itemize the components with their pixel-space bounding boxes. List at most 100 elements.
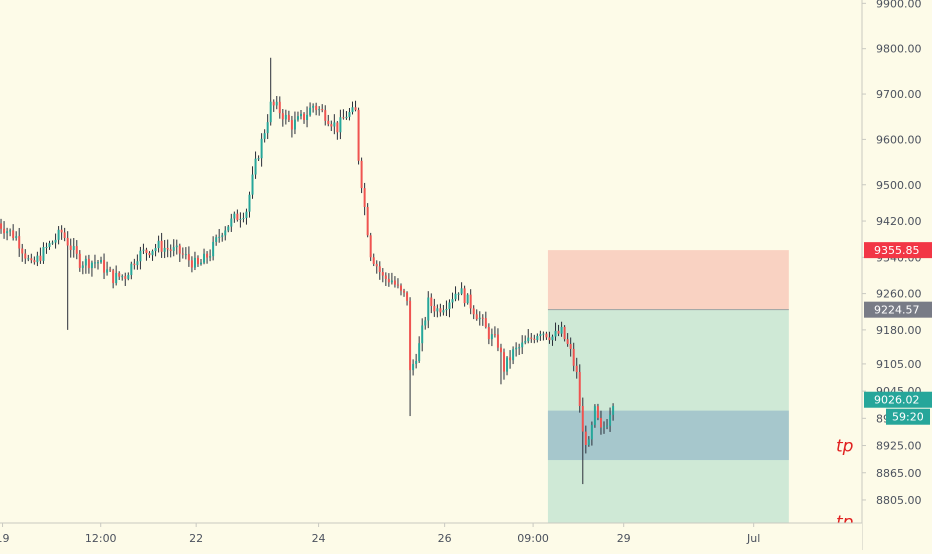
candle (151, 249, 154, 261)
candle (33, 256, 36, 265)
candle (424, 316, 427, 330)
candle (124, 272, 127, 286)
candle (90, 260, 93, 277)
candle (399, 283, 402, 296)
candle (606, 419, 609, 430)
candle (78, 250, 81, 272)
candle (590, 421, 593, 446)
candle (154, 243, 157, 257)
x-tick-label: 26 (438, 532, 452, 545)
candle (87, 254, 90, 274)
candle (51, 240, 54, 245)
price-labels: 9355.85 9224.57 9026.02 59:20 (864, 242, 932, 425)
candle (215, 234, 218, 246)
candle (157, 235, 160, 253)
candle (581, 397, 584, 485)
candle (212, 236, 215, 261)
candle (366, 203, 369, 238)
candle (318, 106, 321, 116)
candle (351, 101, 354, 115)
candle (375, 260, 378, 274)
time-axis[interactable]: 19 12:00 22 24 26 09:00 29 Jul (0, 522, 862, 550)
candle (503, 348, 506, 380)
candle (293, 111, 296, 135)
candle (354, 100, 357, 112)
candle (42, 242, 45, 264)
candle (536, 333, 539, 343)
candle (530, 333, 533, 343)
candle (439, 303, 442, 317)
y-tick-label: 8865.00 (876, 467, 922, 480)
candle (187, 246, 190, 267)
candle (390, 272, 393, 285)
candle (336, 121, 339, 140)
candle (93, 254, 96, 269)
candle (475, 309, 478, 321)
x-tick-label: 12:00 (85, 532, 117, 545)
candle (327, 114, 330, 127)
candle (451, 292, 454, 309)
y-tick-label: 8925.00 (876, 440, 922, 453)
candle (163, 240, 166, 259)
candle (396, 278, 399, 289)
candle (66, 231, 69, 330)
candle (542, 331, 545, 341)
candle (499, 343, 502, 385)
candle (160, 232, 163, 258)
candle (454, 286, 457, 302)
candle (490, 328, 493, 347)
candle (139, 246, 142, 270)
candle (369, 232, 372, 262)
stop-loss-zone[interactable] (547, 250, 789, 310)
candle (460, 282, 463, 296)
candle (251, 166, 254, 199)
candle (112, 268, 115, 289)
candle (127, 272, 130, 281)
candle (321, 104, 324, 113)
y-tick-label: 9105.00 (876, 358, 922, 371)
candle (587, 436, 590, 447)
candle (103, 253, 106, 280)
candle (190, 256, 193, 273)
svg-text:59:20: 59:20 (892, 411, 924, 424)
candle (372, 253, 375, 267)
candle (148, 251, 151, 258)
candles (0, 57, 615, 485)
candle (324, 105, 327, 126)
candle (557, 324, 560, 337)
candle (203, 248, 206, 265)
candle (221, 232, 224, 242)
candle (281, 108, 284, 127)
candle (593, 404, 596, 428)
candle (196, 255, 199, 267)
candle (409, 297, 412, 417)
candle (481, 314, 484, 326)
candle (612, 403, 615, 421)
candle (115, 265, 118, 286)
candle (342, 109, 345, 120)
candle (484, 311, 487, 329)
candle (360, 157, 363, 194)
price-axis[interactable]: 9900.00 9800.00 9700.00 9600.00 9500.00 9420.… (861, 0, 932, 550)
candle (133, 258, 136, 270)
highlight-band (547, 410, 789, 461)
candle (421, 318, 424, 352)
candle (45, 242, 48, 254)
candle (236, 209, 239, 222)
position-zones (547, 250, 789, 524)
candle (563, 325, 566, 342)
candle (560, 321, 563, 337)
candle (599, 410, 602, 435)
candle (539, 330, 542, 341)
tp-annotation[interactable]: tp (836, 437, 854, 457)
candle (36, 251, 39, 267)
candle (6, 227, 9, 241)
candle (15, 231, 18, 241)
candle (512, 346, 515, 365)
candle (575, 357, 578, 379)
candle (442, 305, 445, 316)
candle (257, 155, 260, 162)
y-tick-label: 9260.00 (876, 288, 922, 301)
candle (457, 292, 460, 301)
